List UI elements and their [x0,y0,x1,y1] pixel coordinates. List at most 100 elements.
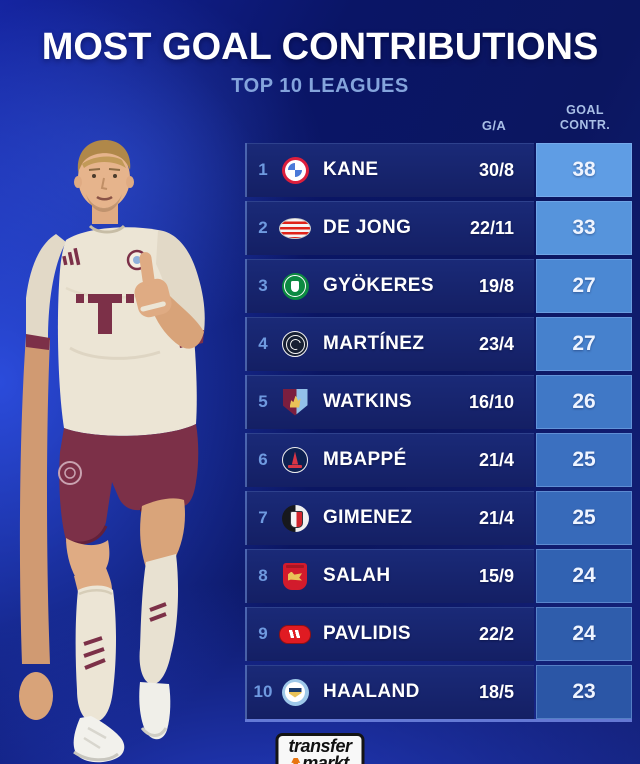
goal-contr-value: 27 [572,332,596,355]
ga-value: 21/4 [478,507,514,528]
goal-contr-value: 38 [572,158,596,181]
player-name: DE JONG [323,217,412,238]
table-row: 8 SALAH 15/9 24 [245,549,632,603]
goal-contr-cell: 26 [536,375,632,429]
goal-contr-value: 25 [572,506,596,529]
club-badge-slot [279,272,311,300]
rank-number: 9 [258,624,268,643]
rank-number: 3 [258,276,268,295]
psv-eindhoven-logo [279,217,311,239]
goal-contr-value: 26 [572,390,596,413]
header: MOST GOAL CONTRIBUTIONS TOP 10 LEAGUES [0,26,640,98]
transfermarkt-mascot-icon [291,757,301,764]
player-name: HAALAND [323,681,420,702]
player-photo-kane [19,140,205,763]
rank-number: 6 [258,450,268,469]
club-badge-slot [279,217,311,239]
goal-contr-cell: 33 [536,201,632,255]
table-row: 10 HAALAND 18/5 23 [245,665,632,719]
transfermarkt-logo: transfer markt [275,733,365,764]
table-row-main: 3 GYÖKERES 19/8 [245,259,534,313]
player-name: PAVLIDIS [323,623,412,644]
table-row-main: 10 HAALAND 18/5 [245,665,534,719]
table-row-main: 9 PAVLIDIS 22/2 [245,607,534,661]
club-badge-slot [279,331,311,357]
club-badge-slot [279,447,311,473]
column-header-goal-contr-line2: CONTR. [559,118,611,132]
goal-contr-value: 27 [572,274,596,297]
az-alkmaar-logo [279,624,311,644]
goal-contr-cell: 38 [536,143,632,197]
table-row-main: 5 WATKINS 16/10 [245,375,534,429]
rank-number: 8 [258,566,268,585]
table-row: 3 GYÖKERES 19/8 27 [245,259,632,313]
goal-contr-value: 24 [572,564,596,587]
table-row: 2 DE JONG 22/11 33 [245,201,632,255]
goal-contr-value: 23 [572,680,596,703]
player-name: KANE [323,159,379,180]
ga-value: 15/9 [478,565,514,586]
goal-contr-value: 33 [572,216,596,239]
player-name: MBAPPÉ [323,449,407,470]
feyenoord-logo [281,504,309,532]
manchester-city-logo [281,678,309,706]
table-row: 1 KANE 30/8 38 [245,143,632,197]
rank-number: 4 [258,334,268,353]
ga-value: 18/5 [478,681,514,702]
rank-number: 5 [258,392,268,411]
transfermarkt-logo-line1: transfer [288,736,352,756]
page-subtitle: TOP 10 LEAGUES [231,75,409,97]
table-row-main: 8 SALAH 15/9 [245,549,534,603]
column-header-goal-contr: GOAL CONTR. [538,103,632,133]
sporting-cp-logo [281,272,309,300]
club-badge-slot [279,562,311,590]
club-badge-slot [279,388,311,416]
table-row-main: 4 MARTÍNEZ 23/4 [245,317,534,371]
player-name: SALAH [323,565,391,586]
ga-value: 22/11 [469,217,514,238]
liverpool-logo [283,562,307,590]
ga-value: 21/4 [478,449,514,470]
table-row-main: 1 KANE 30/8 [245,143,534,197]
goal-contr-cell: 23 [536,665,632,719]
transfermarkt-logo-line2-text: markt [302,753,349,764]
goal-contr-cell: 25 [536,433,632,487]
table-row-main: 6 MBAPPÉ 21/4 [245,433,534,487]
ga-value: 22/2 [478,623,514,644]
ga-value: 30/8 [478,159,514,180]
psg-logo [282,447,308,473]
table-row: 6 MBAPPÉ 21/4 25 [245,433,632,487]
column-header-ga: G/A [481,118,507,133]
aston-villa-logo [282,388,308,416]
page-title: MOST GOAL CONTRIBUTIONS [41,26,599,68]
table-bottom-line [245,719,632,722]
goal-contr-cell: 27 [536,317,632,371]
table-row: 5 WATKINS 16/10 26 [245,375,632,429]
club-badge-slot [279,624,311,644]
ga-value: 16/10 [468,391,514,412]
table-row: 9 PAVLIDIS 22/2 24 [245,607,632,661]
rank-number: 1 [258,160,268,179]
club-badge-slot [279,156,311,184]
column-header-goal-contr-line1: GOAL [566,103,604,117]
goal-contr-value: 24 [572,622,596,645]
goal-contr-cell: 27 [536,259,632,313]
player-name: WATKINS [323,391,412,412]
club-badge-slot [279,504,311,532]
rank-number: 2 [258,218,268,237]
goal-contr-cell: 24 [536,607,632,661]
table-row: 7 GIMENEZ 21/4 25 [245,491,632,545]
rank-number: 7 [258,508,268,527]
goal-contr-cell: 24 [536,549,632,603]
ga-value: 19/8 [478,275,514,296]
player-name: GIMENEZ [323,507,413,528]
inter-milan-logo [282,331,308,357]
goal-contr-cell: 25 [536,491,632,545]
table-row-main: 2 DE JONG 22/11 [245,201,534,255]
table-row: 4 MARTÍNEZ 23/4 27 [245,317,632,371]
bayern-munich-logo [281,156,309,184]
ga-value: 23/4 [478,333,514,354]
transfermarkt-logo-line2: markt [288,753,351,764]
leaderboard-table: 1 KANE 30/8 38 2 DE JONG 22/11 33 [245,143,632,719]
